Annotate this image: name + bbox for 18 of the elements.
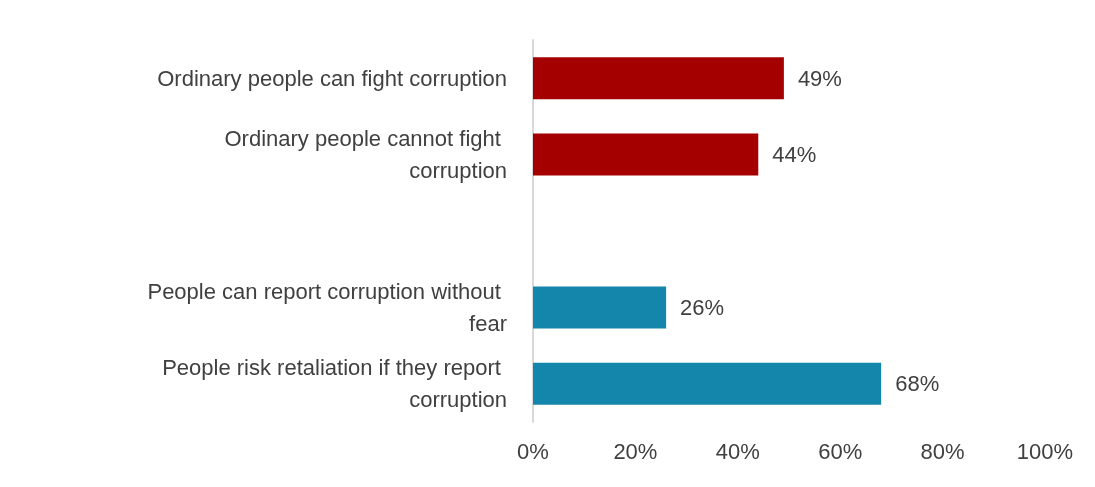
bar (533, 362, 882, 405)
x-tick-label: 0% (517, 438, 549, 464)
bar (533, 286, 667, 329)
data-label: 44% (772, 142, 817, 168)
y-tick-label: Ordinary people cannot fight corruption (224, 126, 507, 184)
data-label: 49% (797, 65, 842, 91)
y-tick-label: People can report corruption without fear (147, 278, 507, 336)
x-tick-label: 60% (818, 438, 863, 464)
data-label: 26% (680, 294, 725, 320)
y-tick-label: People risk retaliation if they report corruption (162, 355, 507, 413)
x-tick-label: 100% (1016, 438, 1074, 464)
x-tick-label: 20% (613, 438, 658, 464)
x-tick-label: 40% (715, 438, 760, 464)
bar (533, 133, 759, 176)
bar (533, 57, 784, 100)
y-tick-label: Ordinary people can fight corruption (157, 65, 507, 91)
x-tick-label: 80% (920, 438, 965, 464)
data-label: 68% (895, 371, 940, 397)
